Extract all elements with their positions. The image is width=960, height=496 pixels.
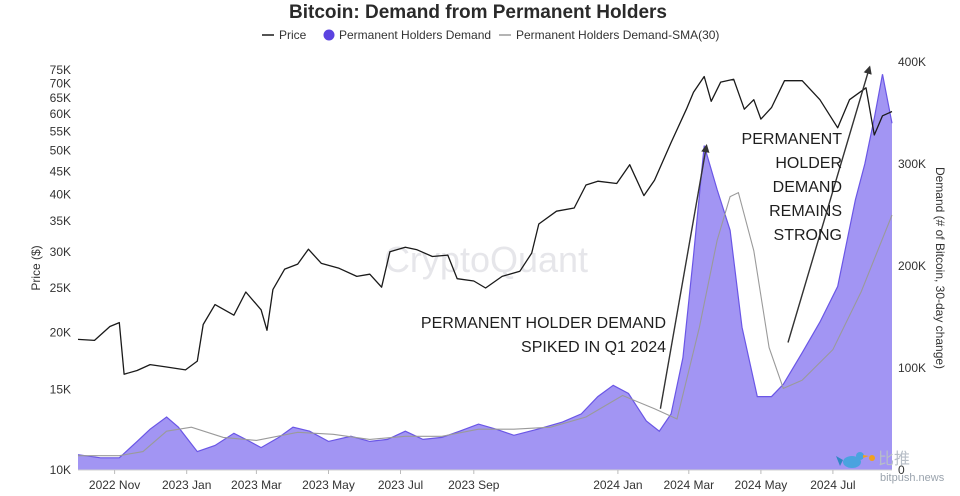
annotation-text-line: DEMAND [773, 179, 842, 196]
y-left-tick-label: 45K [50, 164, 71, 178]
y-right-tick-label: 400K [898, 55, 926, 69]
watermark-text: CryptoQuant [384, 239, 588, 280]
y-left-tick-label: 60K [50, 107, 71, 121]
y-left-tick-label: 65K [50, 91, 71, 105]
y-right-tick-label: 0 [898, 463, 905, 477]
demand-sma-line [78, 191, 893, 457]
x-tick-label: 2023 May [302, 478, 355, 492]
y-left-tick-label: 15K [50, 383, 71, 397]
x-tick-label: 2023 Jan [162, 478, 211, 492]
y-left-tick-label: 55K [50, 124, 71, 138]
x-tick-label: 2024 Jul [810, 478, 855, 492]
y-left-tick-label: 20K [50, 325, 71, 339]
y-left-tick-label: 25K [50, 281, 71, 295]
y-axis-right-label: Demand (# of Bitcoin, 30-day change) [933, 167, 947, 369]
x-tick-label: 2023 Mar [231, 478, 282, 492]
legend-demand-label: Permanent Holders Demand [339, 28, 491, 42]
x-tick-label: 2022 Nov [89, 478, 140, 492]
y-right-tick-label: 100K [898, 361, 926, 375]
y-left-tick-label: 75K [50, 63, 71, 77]
legend-demand-swatch [323, 29, 335, 41]
annotation-text-line: SPIKED IN Q1 2024 [521, 339, 666, 356]
chart-title: Bitcoin: Demand from Permanent Holders [289, 2, 667, 23]
x-tick-label: 2023 Jul [378, 478, 423, 492]
x-tick-label: 2024 Mar [663, 478, 714, 492]
y-left-tick-label: 30K [50, 245, 71, 259]
x-tick-label: 2024 Jan [593, 478, 642, 492]
annotation-text-line: STRONG [774, 227, 842, 244]
x-tick-label: 2023 Sep [448, 478, 500, 492]
price-line [77, 75, 893, 375]
y-left-tick-label: 35K [50, 214, 71, 228]
x-tick-label: 2024 May [735, 478, 788, 492]
y-axis-left-label: Price ($) [29, 245, 43, 290]
y-left-tick-label: 40K [50, 188, 71, 202]
badge-text: bitpush.news [880, 472, 945, 484]
badge-glyph: 比推 [878, 449, 910, 468]
y-right-tick-label: 300K [898, 157, 926, 171]
y-left-tick-label: 50K [50, 143, 71, 157]
y-left-tick-label: 70K [50, 77, 71, 91]
source-badge: 比推 bitpush.news [836, 449, 945, 484]
demand-line [77, 74, 893, 459]
annotation-text-line: REMAINS [769, 203, 842, 220]
annotation-text-line: HOLDER [775, 155, 842, 172]
annotation-text-line: PERMANENT [742, 131, 843, 148]
badge-dot-icon [869, 455, 875, 461]
axes-layer: 10K 15K 20K 25K 30K 35K 40K 45K 50K 55K 60K 65K70K7… [50, 55, 926, 492]
annotation-text-line: PERMANENT HOLDER DEMAND [421, 315, 666, 332]
annotation-arrow [659, 143, 710, 409]
annotation-layer: PERMANENT HOLDER DEMAND SPIKED IN Q1 2024… [421, 65, 872, 409]
chart-legend: Price Permanent Holders Demand Permanent H… [262, 28, 719, 42]
annotation-arrow [787, 65, 872, 343]
legend-price-label: Price [279, 28, 307, 42]
y-right-tick-label: 200K [898, 259, 926, 273]
y-left-tick-label: 10K [50, 463, 71, 477]
bird-icon [836, 452, 869, 468]
series-layer [77, 74, 893, 470]
legend-sma-label: Permanent Holders Demand-SMA(30) [516, 28, 719, 42]
